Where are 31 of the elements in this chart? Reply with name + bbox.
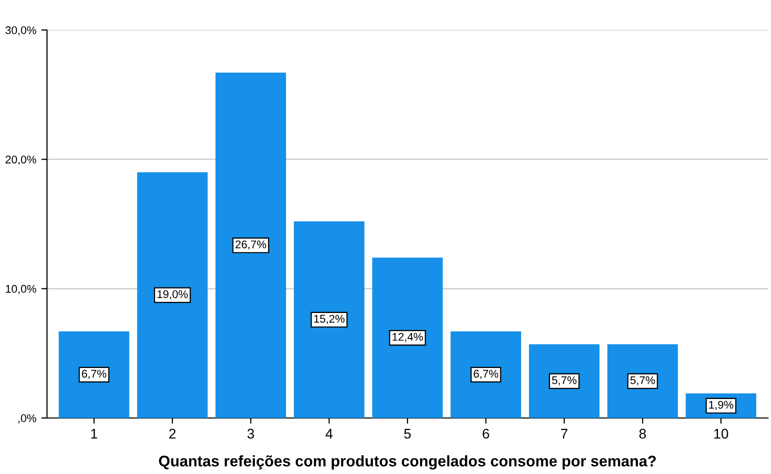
bar: [294, 221, 364, 418]
x-tick-label: 7: [561, 428, 568, 438]
y-tick-label: ,0%: [18, 414, 36, 424]
bar: [58, 331, 130, 418]
bar: [450, 331, 522, 418]
x-tick-label: 4: [326, 428, 333, 438]
y-tick-label: 30,0%: [6, 26, 36, 36]
data-label: 5,7%: [630, 376, 655, 386]
x-axis-title: Quantas refeições com produtos congelados consome por semana?: [158, 455, 656, 470]
x-tick-label: 6: [482, 428, 490, 439]
bar: [215, 72, 286, 418]
x-tick-label: 2: [169, 428, 176, 438]
data-label: 12,4%: [392, 332, 423, 342]
x-tick-label: 1: [91, 428, 98, 438]
y-tick-label: 10,0%: [6, 284, 36, 294]
bar: [137, 172, 208, 418]
data-label: 6,7%: [474, 370, 498, 379]
data-label: 1,9%: [709, 400, 734, 410]
x-tick-label: 8: [639, 428, 646, 439]
data-label: 5,7%: [552, 376, 577, 386]
x-tick-label: 10: [714, 428, 728, 439]
data-label: 6,7%: [82, 370, 106, 379]
bar: [607, 344, 678, 418]
data-label: 19,0%: [157, 290, 188, 300]
data-label: 26,7%: [236, 240, 266, 250]
bar: [528, 344, 600, 418]
bar: [372, 258, 443, 418]
data-label: 15,2%: [314, 314, 344, 324]
x-tick-label: 3: [247, 428, 254, 439]
y-tick-label: 20,0%: [6, 156, 36, 165]
x-tick-label: 5: [404, 428, 411, 439]
